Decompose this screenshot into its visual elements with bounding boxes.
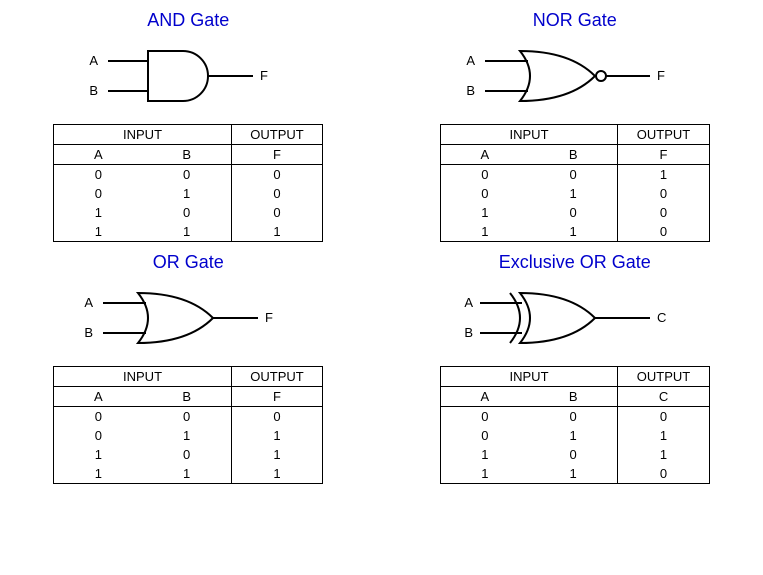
nor-input-b-label: B [466,83,475,98]
nor-title: NOR Gate [533,10,617,31]
or-gate-block: OR Gate A B F INPUT OUTPUT A B F 000 [10,252,367,484]
or-title: OR Gate [153,252,224,273]
and-title: AND Gate [147,10,229,31]
and-th-output: OUTPUT [231,125,322,145]
or-th-input: INPUT [54,367,232,387]
xor-th-input: INPUT [440,367,618,387]
and-output-label: F [260,68,268,83]
and-th-input: INPUT [54,125,232,145]
or-input-a-label: A [85,295,94,310]
or-th-output: OUTPUT [231,367,322,387]
or-output-label: F [265,310,273,325]
nor-th-input: INPUT [440,125,618,145]
and-gate-block: AND Gate A B F INPUT OUTPUT A B F 000 [10,10,367,242]
xor-truth-table: INPUT OUTPUT A B C 000 011 101 110 [440,366,710,484]
nor-th-output: OUTPUT [618,125,709,145]
nor-truth-table: INPUT OUTPUT A B F 001 010 100 110 [440,124,710,242]
or-gate-icon: A B F [73,278,303,358]
nor-output-label: F [657,68,665,83]
xor-gate-icon: A B C [455,278,695,358]
nor-gate-icon: A B F [455,36,695,116]
gate-grid: AND Gate A B F INPUT OUTPUT A B F 000 [10,10,753,484]
nor-gate-block: NOR Gate A B F INPUT OUTPUT A B F [397,10,754,242]
xor-output-label: C [657,310,666,325]
and-input-b-label: B [90,83,99,98]
or-truth-table: INPUT OUTPUT A B F 000 011 101 111 [53,366,323,484]
or-input-b-label: B [85,325,94,340]
xor-input-a-label: A [464,295,473,310]
xor-title: Exclusive OR Gate [499,252,651,273]
xor-gate-block: Exclusive OR Gate A B C INPUT OUTPUT A B… [397,252,754,484]
xor-input-b-label: B [464,325,473,340]
and-gate-icon: A B F [78,36,298,116]
and-truth-table: INPUT OUTPUT A B F 000 010 100 111 [53,124,323,242]
nor-input-a-label: A [466,53,475,68]
and-input-a-label: A [90,53,99,68]
xor-th-output: OUTPUT [618,367,709,387]
